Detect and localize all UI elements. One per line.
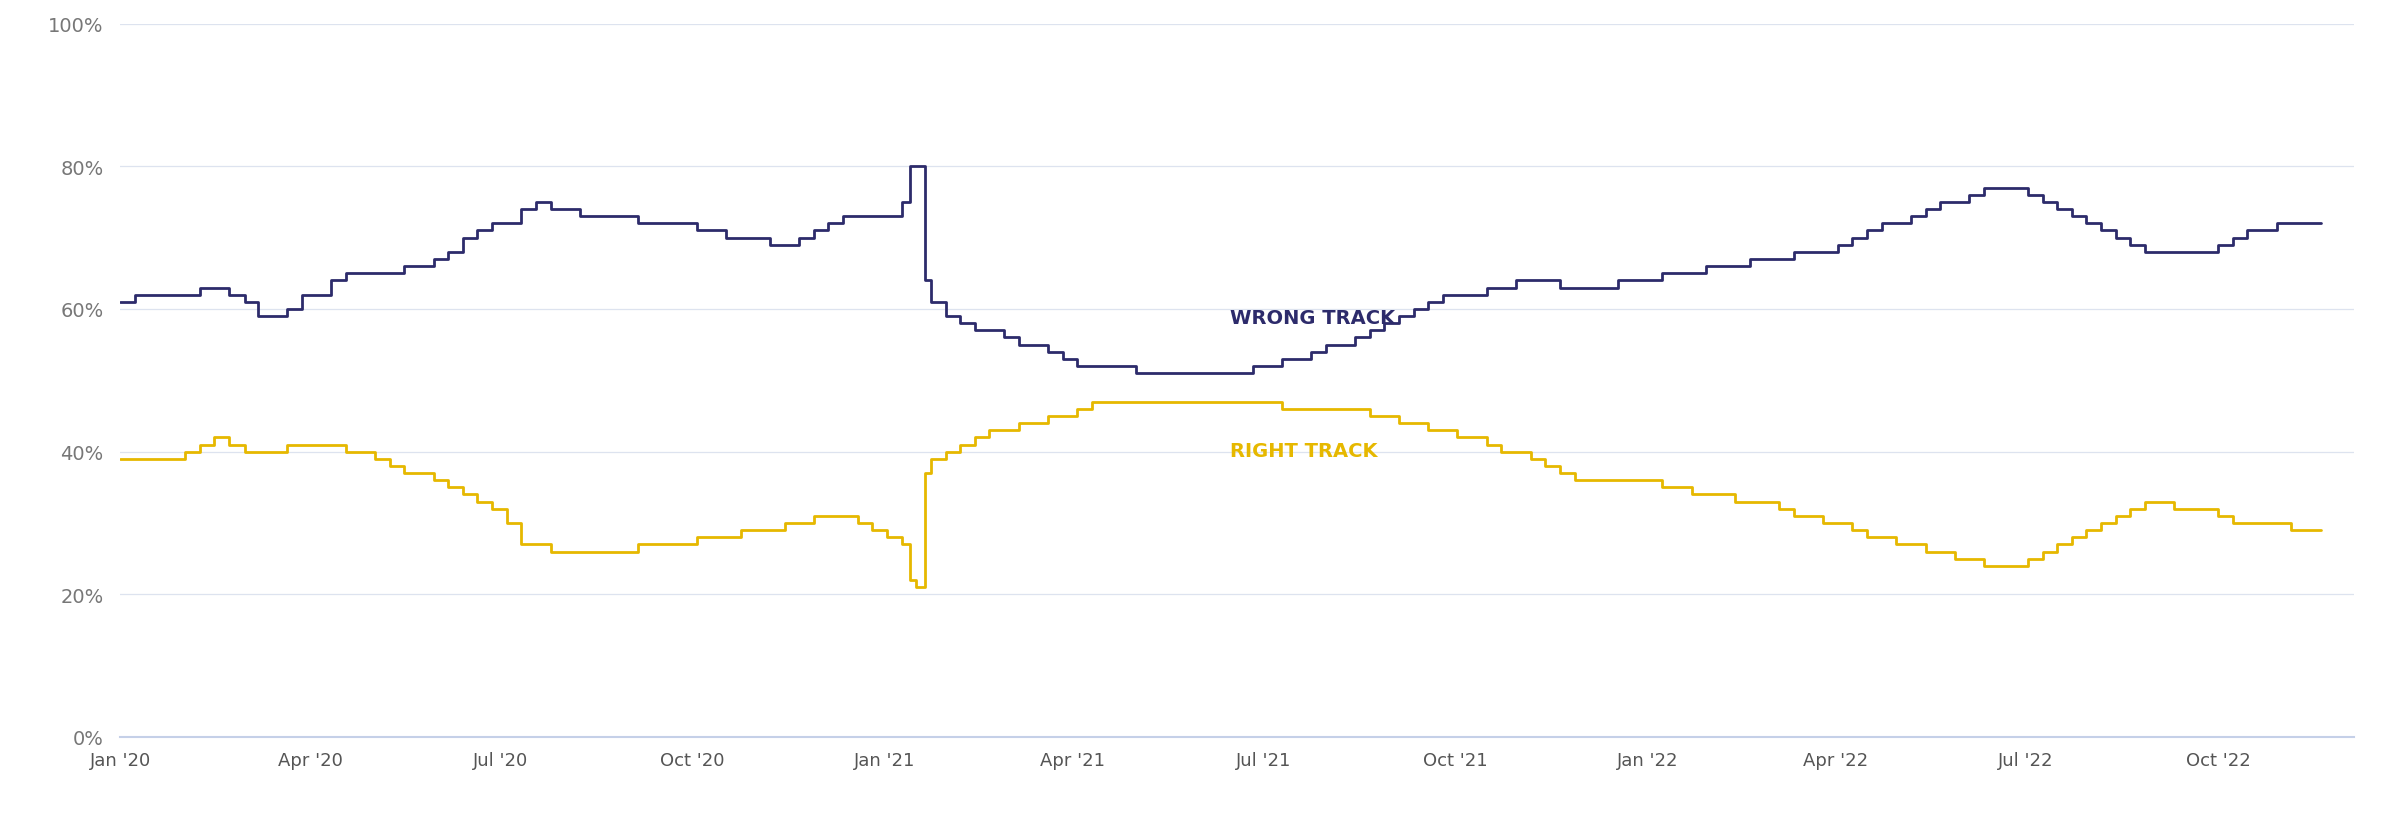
Text: WRONG TRACK: WRONG TRACK xyxy=(1230,309,1396,328)
Text: RIGHT TRACK: RIGHT TRACK xyxy=(1230,441,1376,460)
